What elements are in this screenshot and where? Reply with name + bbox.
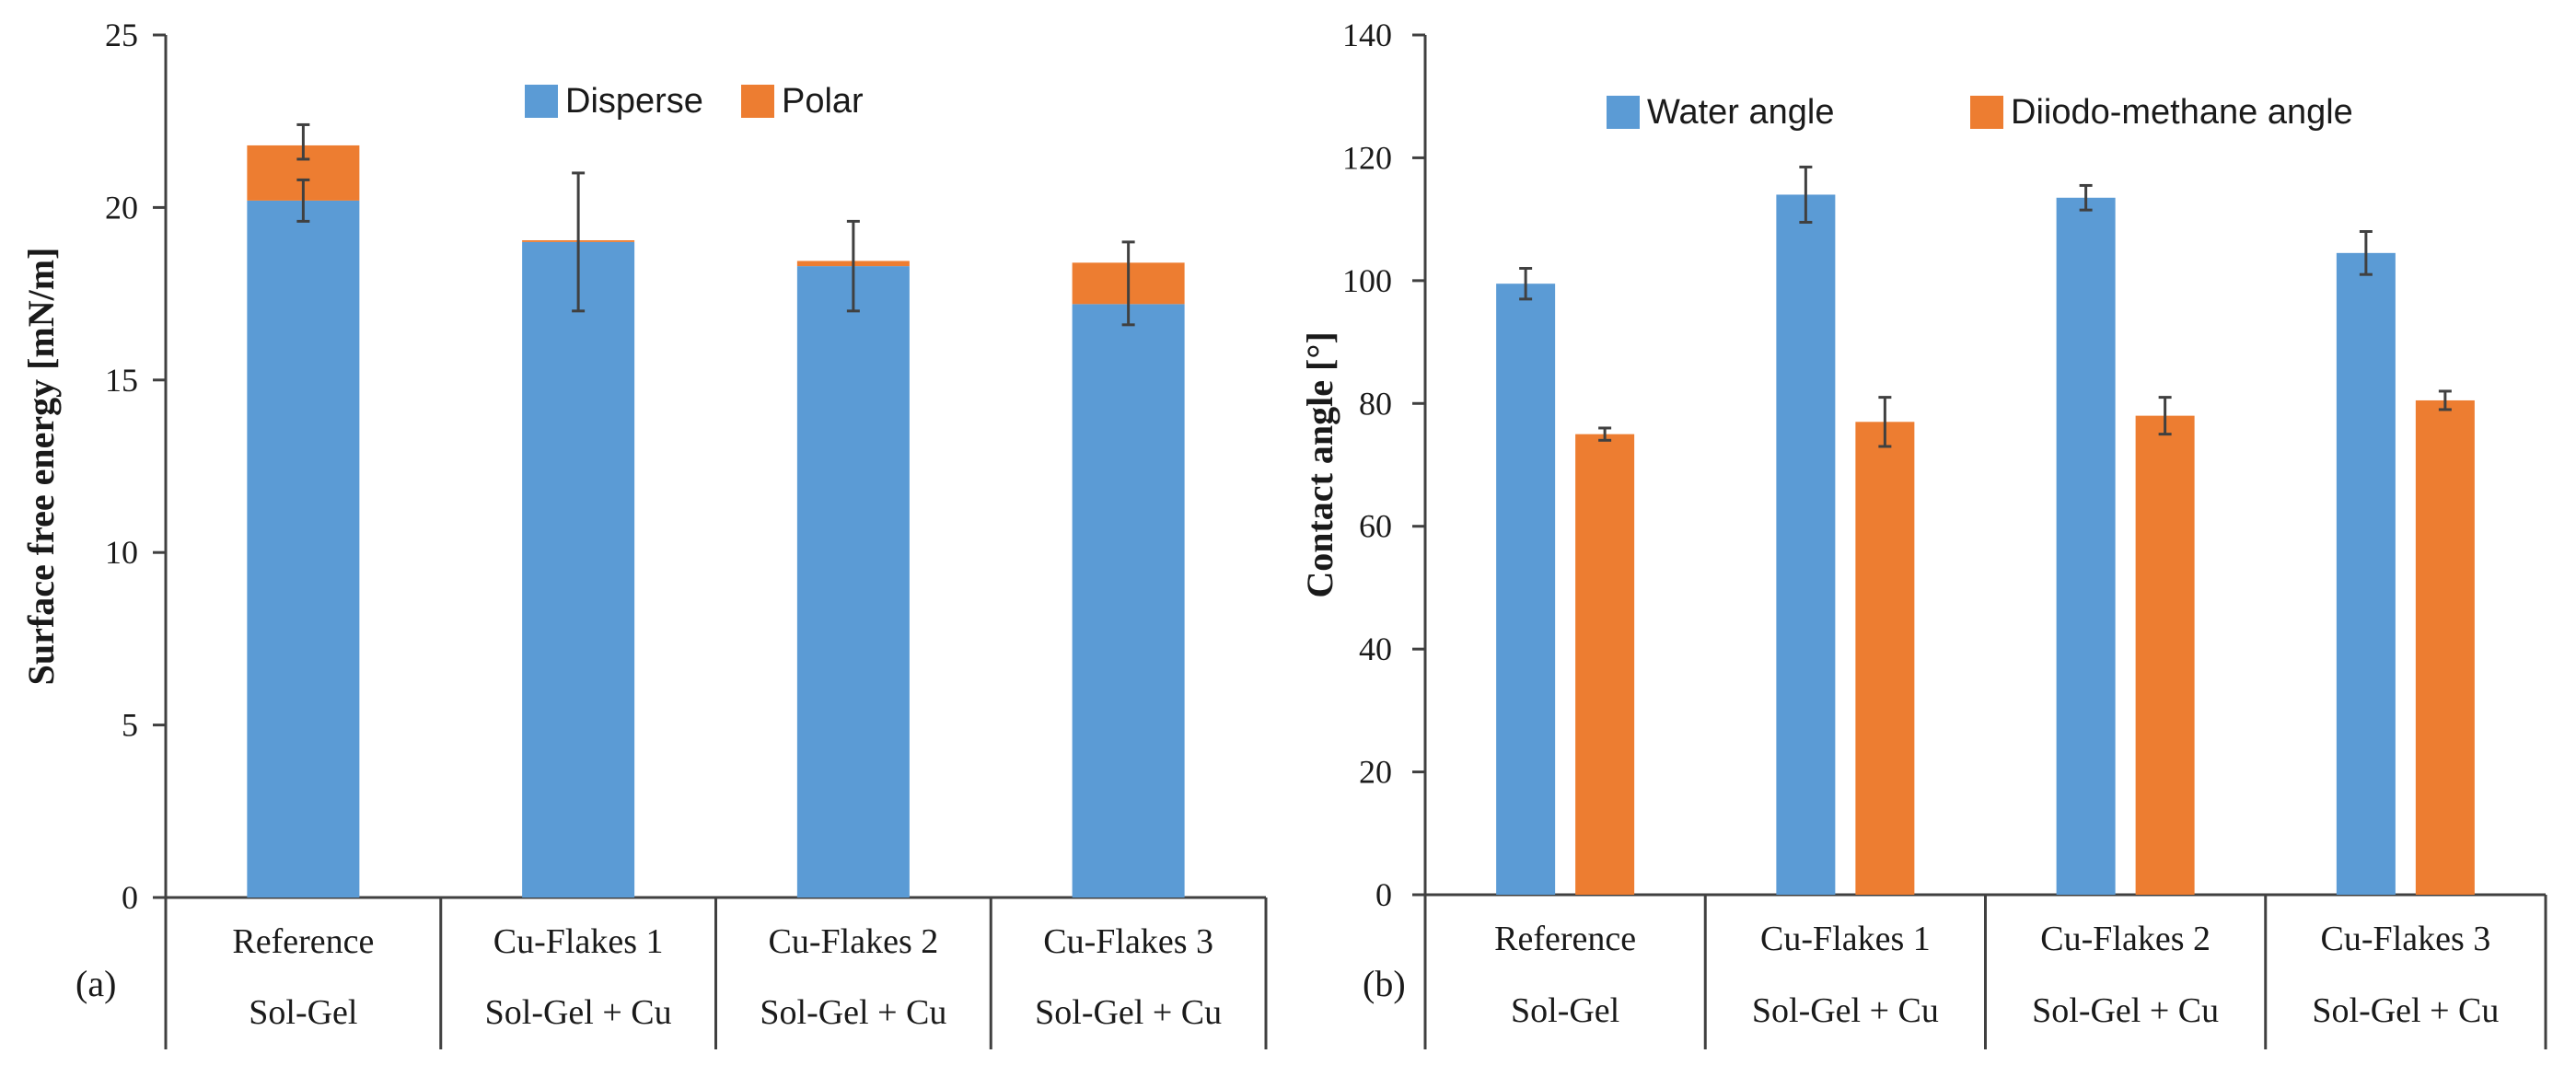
category-sublabel: Sol-Gel + Cu <box>2032 991 2219 1030</box>
y-tick-label: 40 <box>1359 631 1392 667</box>
category-label: Cu-Flakes 1 <box>493 922 664 961</box>
bar-diiodo-methane-angle <box>2135 415 2195 896</box>
bar-diiodo-methane-angle <box>2415 400 2475 895</box>
category-sublabel: Sol-Gel <box>1511 991 1619 1030</box>
category-label: Reference <box>1494 920 1636 958</box>
legend-swatch <box>741 85 774 118</box>
panel-label: (a) <box>75 963 116 1004</box>
y-tick-label: 100 <box>1342 262 1392 299</box>
bar-water-angle <box>2056 197 2116 896</box>
y-tick-label: 140 <box>1342 17 1392 53</box>
y-tick-label: 120 <box>1342 139 1392 176</box>
bar-water-angle <box>1776 194 1836 895</box>
legend-swatch <box>1970 96 2003 129</box>
y-axis-label: Contact angle [°] <box>1299 331 1340 597</box>
y-tick-label: 25 <box>105 17 138 53</box>
bar-water-angle <box>2336 252 2396 896</box>
bar-diiodo-methane-angle <box>1575 434 1635 895</box>
category-label: Cu-Flakes 3 <box>2321 920 2491 958</box>
category-sublabel: Sol-Gel + Cu <box>760 993 946 1032</box>
y-tick-label: 0 <box>122 879 138 916</box>
chart-b-contact-angle: 0 20 40 60 80 100 120 140 Contact angle [°] Refer… <box>1299 17 2547 1049</box>
legend-swatch <box>1607 96 1640 129</box>
y-tick-label: 0 <box>1375 876 1392 913</box>
bar-disperse <box>522 241 635 898</box>
category-label: Reference <box>232 922 374 961</box>
bar-diiodo-methane-angle <box>1855 422 1915 895</box>
y-tick-label: 20 <box>105 189 138 226</box>
y-axis-label: Surface free energy [mN/m] <box>20 248 62 686</box>
y-tick-label: 5 <box>122 707 138 744</box>
bar-disperse <box>247 200 360 898</box>
category-sublabel: Sol-Gel <box>249 993 357 1032</box>
category-label: Cu-Flakes 3 <box>1043 922 1213 961</box>
y-tick-label: 20 <box>1359 754 1392 791</box>
category-label: Cu-Flakes 2 <box>2040 920 2210 958</box>
category-sublabel: Sol-Gel + Cu <box>1035 993 1222 1032</box>
y-tick-label: 10 <box>105 534 138 571</box>
legend-label: Water angle <box>1647 93 1834 132</box>
category-sublabel: Sol-Gel + Cu <box>1752 991 1939 1030</box>
legend-swatch <box>525 85 558 118</box>
panel-label: (b) <box>1363 963 1406 1004</box>
chart-a-surface-free-energy: 0 5 10 15 20 25 Surface free energy [mN/m] Refe… <box>20 17 1268 1049</box>
y-tick-label: 15 <box>105 362 138 399</box>
category-sublabel: Sol-Gel + Cu <box>485 993 672 1032</box>
category-label: Cu-Flakes 1 <box>1760 920 1931 958</box>
bar-water-angle <box>1496 284 1556 895</box>
legend-label: Disperse <box>565 82 703 121</box>
y-tick-label: 80 <box>1359 385 1392 422</box>
category-sublabel: Sol-Gel + Cu <box>2312 991 2499 1030</box>
category-label: Cu-Flakes 2 <box>769 922 939 961</box>
bar-disperse <box>796 266 910 898</box>
y-tick-label: 60 <box>1359 508 1392 545</box>
legend-label: Polar <box>782 82 864 121</box>
legend-label: Diiodo-methane angle <box>2011 93 2353 132</box>
bar-disperse <box>1072 304 1185 898</box>
